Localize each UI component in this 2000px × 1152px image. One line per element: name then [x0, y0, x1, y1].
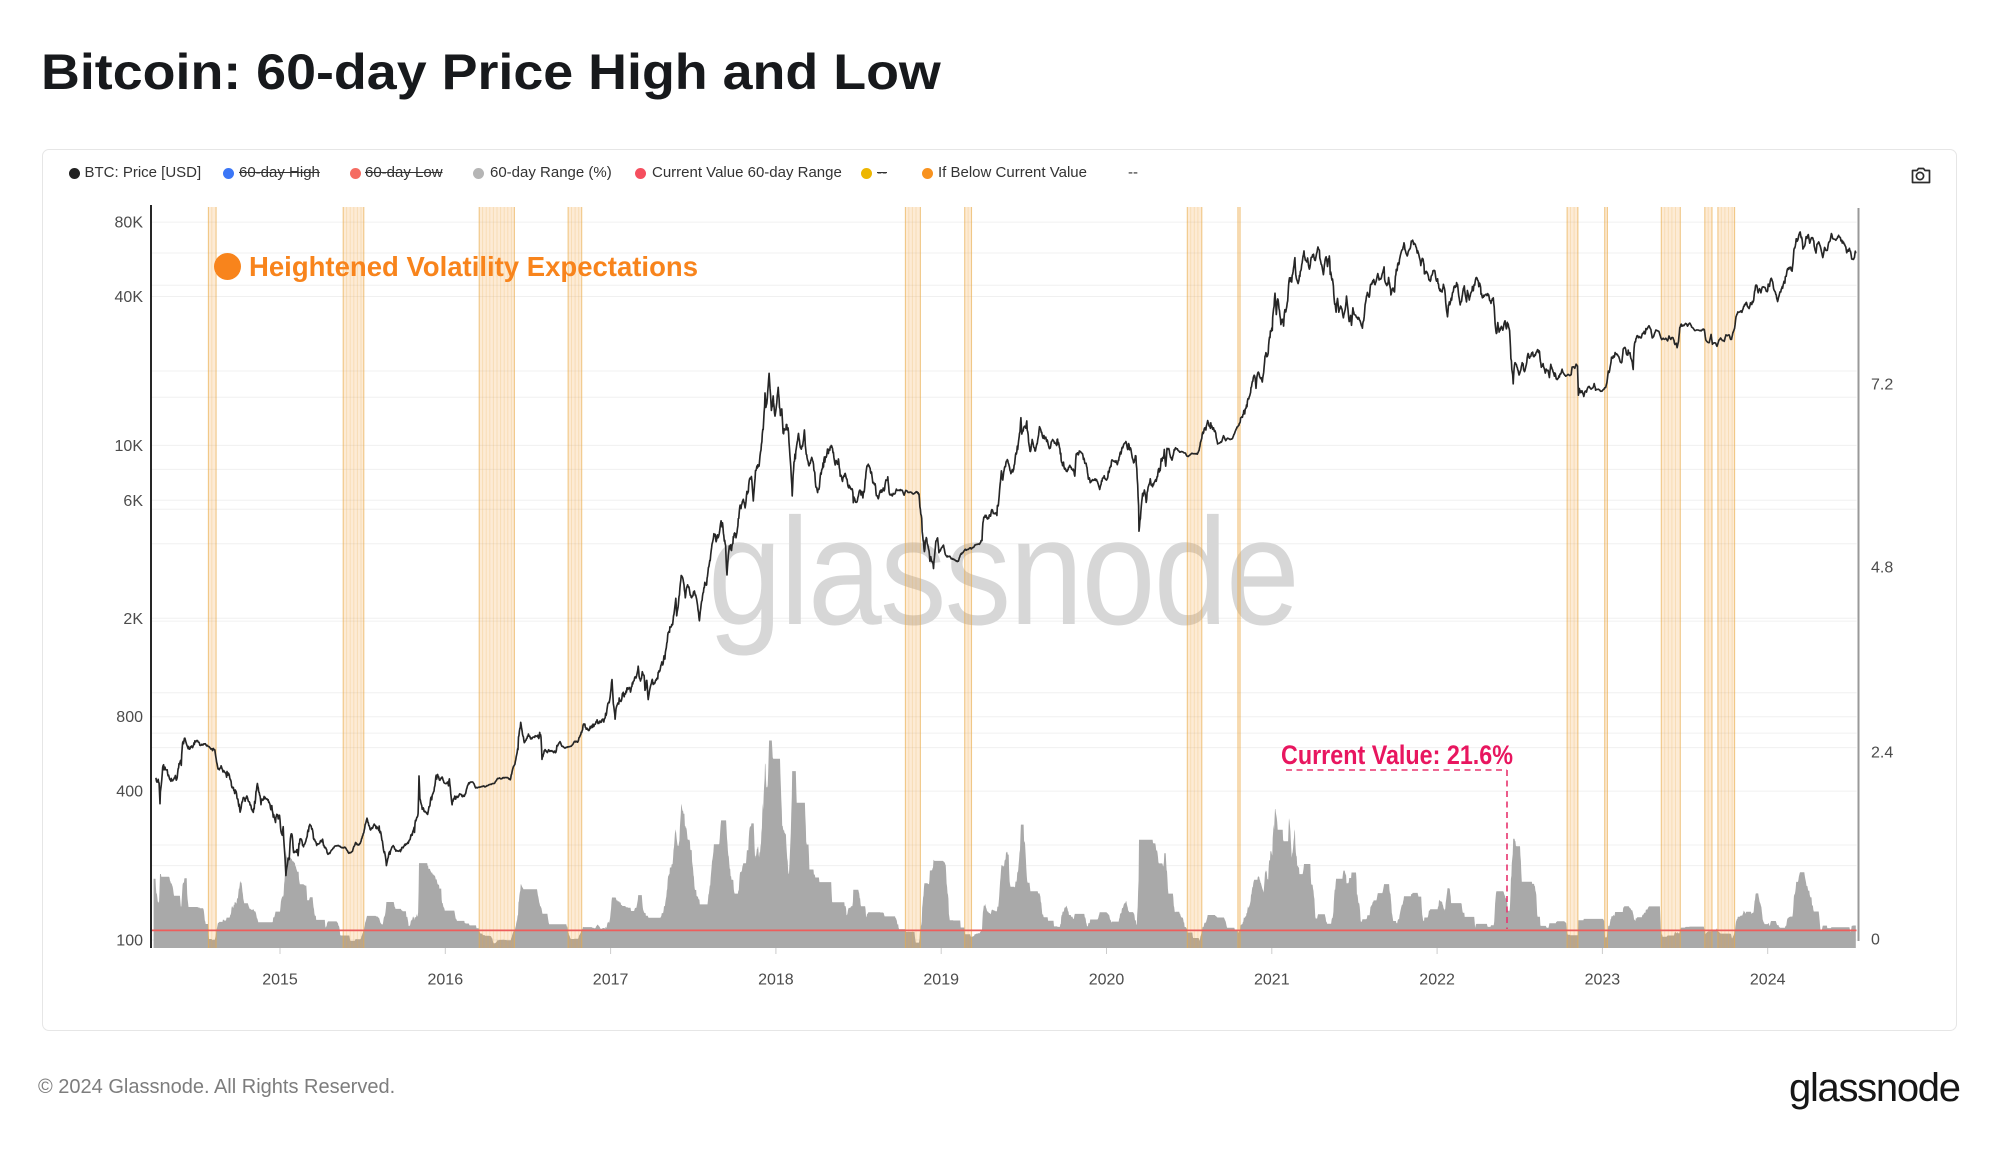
- svg-text:Current Value: 21.6%: Current Value: 21.6%: [1281, 740, 1513, 770]
- svg-text:2021: 2021: [1254, 972, 1290, 989]
- svg-text:2018: 2018: [758, 972, 794, 989]
- svg-text:glassnode: glassnode: [708, 487, 1298, 657]
- svg-text:7.2: 7.2: [1871, 377, 1893, 394]
- svg-text:2015: 2015: [262, 972, 298, 989]
- svg-text:80K: 80K: [115, 215, 144, 232]
- svg-text:2019: 2019: [923, 972, 959, 989]
- svg-text:10K: 10K: [115, 438, 144, 455]
- svg-text:2020: 2020: [1089, 972, 1125, 989]
- svg-text:0: 0: [1871, 932, 1880, 949]
- svg-text:2023: 2023: [1585, 972, 1621, 989]
- svg-text:2K: 2K: [123, 611, 143, 628]
- svg-text:Heightened Volatility Expectat: Heightened Volatility Expectations: [249, 251, 698, 282]
- svg-text:2.4: 2.4: [1871, 745, 1893, 762]
- svg-text:100: 100: [116, 933, 143, 950]
- svg-text:2024: 2024: [1750, 972, 1786, 989]
- svg-text:2022: 2022: [1419, 972, 1455, 989]
- svg-text:800: 800: [116, 709, 143, 726]
- svg-text:2016: 2016: [428, 972, 464, 989]
- svg-text:2017: 2017: [593, 972, 629, 989]
- svg-text:6K: 6K: [123, 493, 143, 510]
- svg-text:400: 400: [116, 784, 143, 801]
- svg-text:4.8: 4.8: [1871, 560, 1893, 577]
- svg-text:40K: 40K: [115, 289, 144, 306]
